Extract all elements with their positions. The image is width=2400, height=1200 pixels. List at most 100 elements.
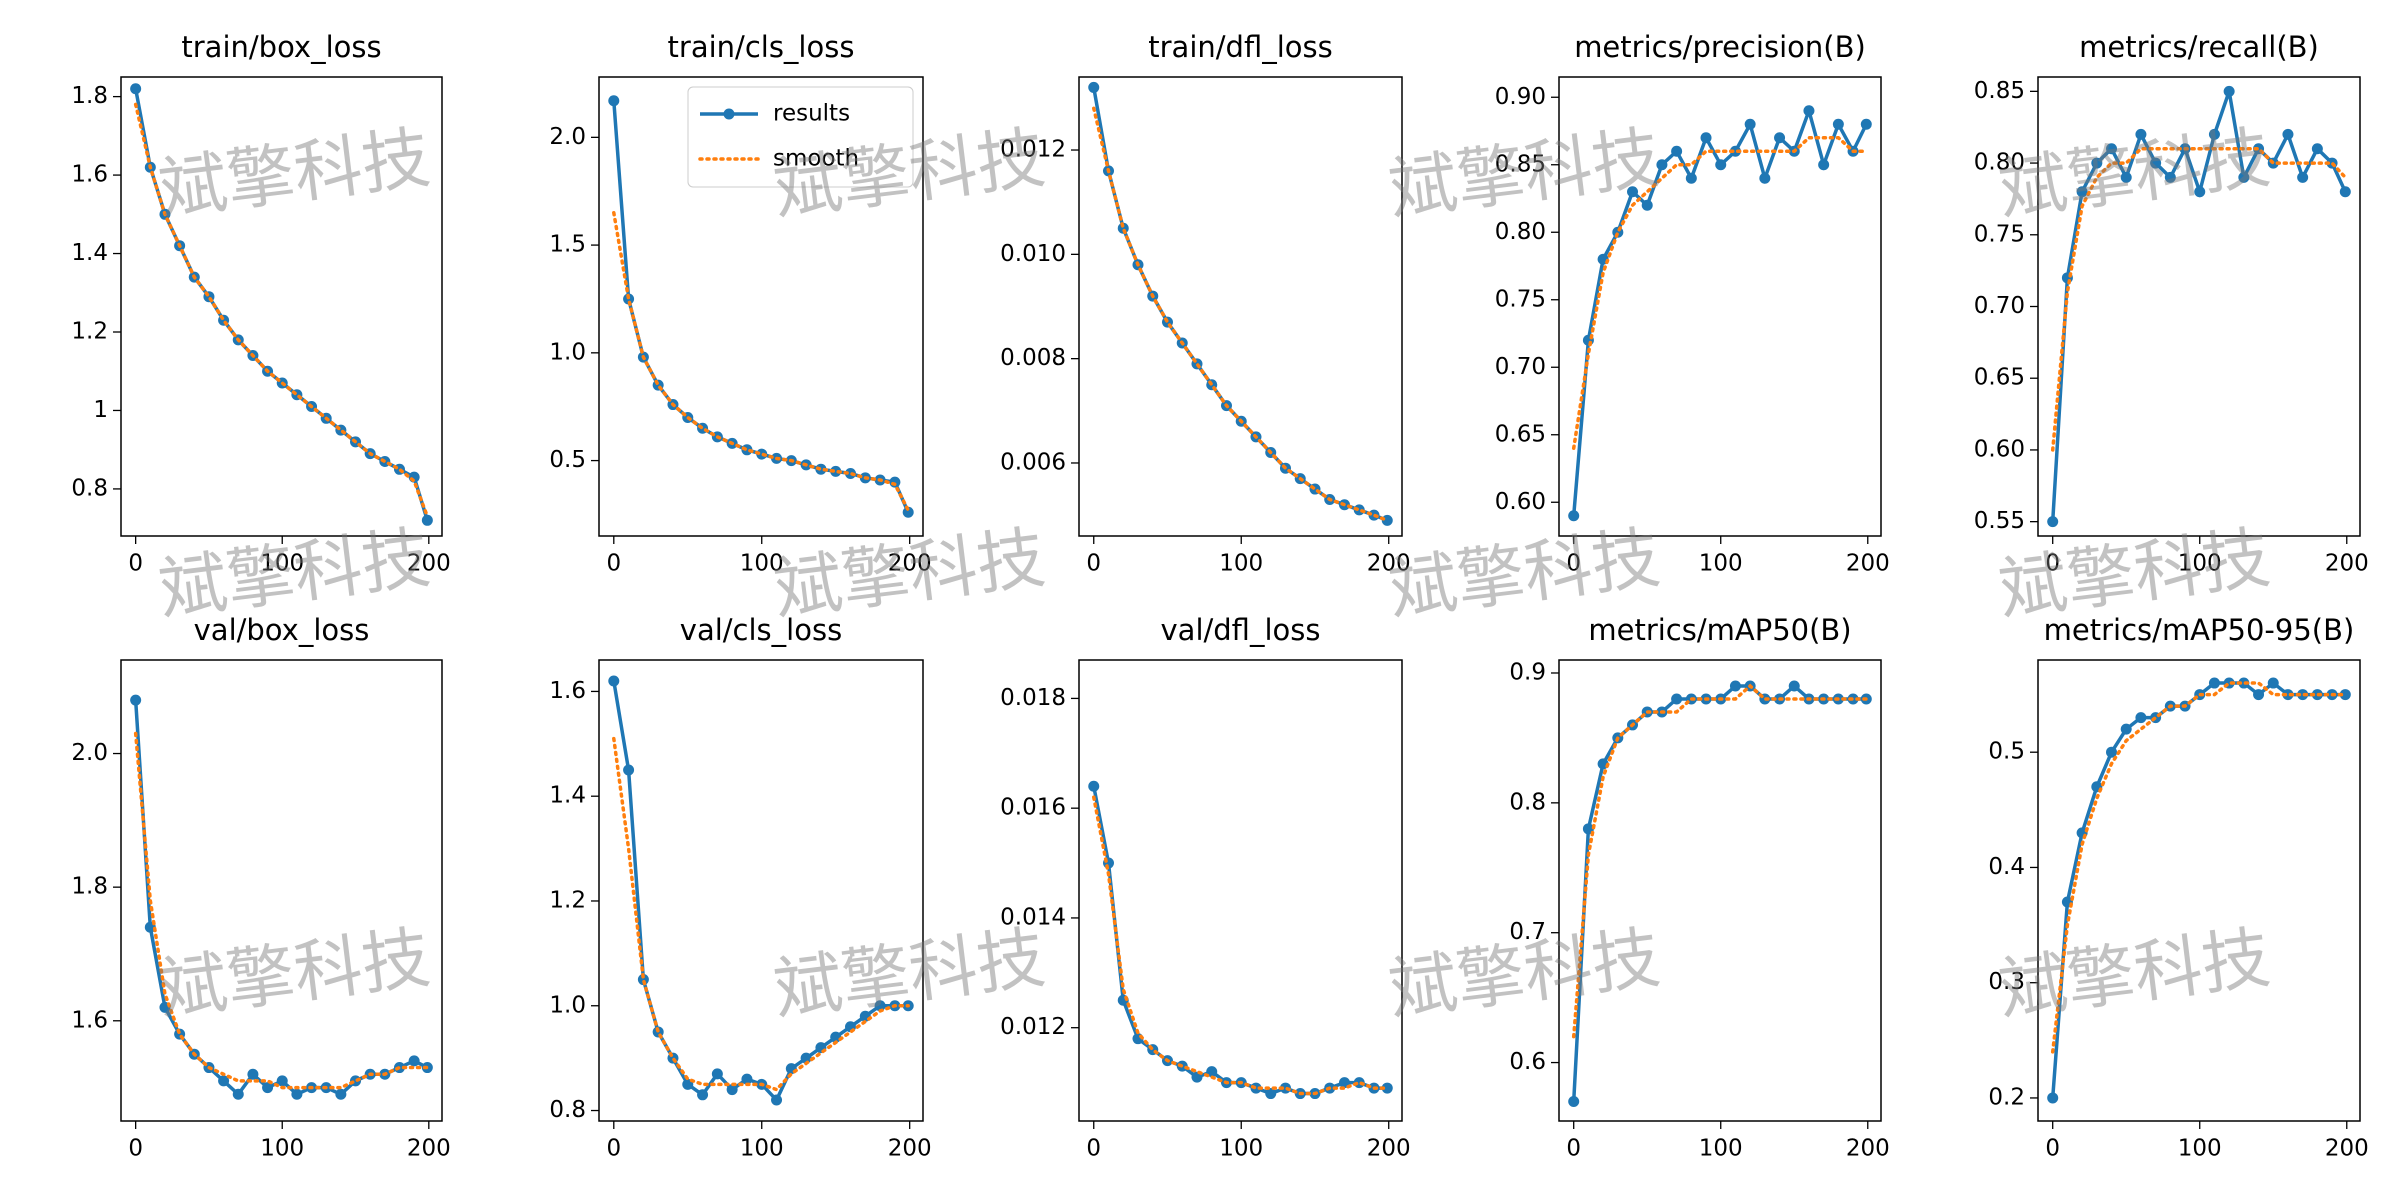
marker xyxy=(1803,105,1815,117)
x-tick-label: 100 xyxy=(1699,551,1743,577)
y-tick-label: 1.6 xyxy=(71,1007,108,1033)
marker xyxy=(2297,689,2309,701)
y-tick-label: 0.014 xyxy=(1000,904,1066,930)
marker xyxy=(2120,723,2132,735)
marker xyxy=(1788,680,1800,692)
marker xyxy=(2282,128,2294,140)
marker xyxy=(711,1068,723,1080)
subplot-title: metrics/recall(B) xyxy=(2079,30,2319,64)
marker xyxy=(1088,81,1100,93)
marker xyxy=(262,1082,274,1094)
marker xyxy=(2120,171,2132,183)
y-tick-label: 0.60 xyxy=(1495,489,1546,515)
results-line xyxy=(1571,683,1867,1102)
x-tick-label: 200 xyxy=(888,551,932,577)
marker xyxy=(130,83,142,95)
x-tick-label: 200 xyxy=(1846,551,1890,577)
y-tick-label: 0.016 xyxy=(1000,795,1066,821)
marker xyxy=(2282,689,2294,701)
marker xyxy=(291,1088,303,1100)
marker xyxy=(1700,132,1712,144)
subplot-title: metrics/precision(B) xyxy=(1574,30,1866,64)
y-tick-label: 0.8 xyxy=(1509,789,1546,815)
smooth-line xyxy=(612,736,910,1092)
marker xyxy=(2223,85,2235,97)
subplot-title: train/dfl_loss xyxy=(1148,30,1332,64)
smooth-line xyxy=(133,102,430,519)
y-tick-label: 2.0 xyxy=(71,740,108,766)
y-tick-label: 0.8 xyxy=(71,475,108,501)
y-tick-label: 0.010 xyxy=(1000,241,1066,267)
smooth-line xyxy=(612,211,910,512)
marker xyxy=(830,1031,842,1043)
y-tick-label: 0.85 xyxy=(1495,151,1546,177)
y-tick-label: 0.85 xyxy=(1974,78,2025,104)
marker xyxy=(1381,1082,1393,1094)
smooth-line xyxy=(2050,146,2348,452)
axes-frame xyxy=(120,659,443,1122)
y-tick-label: 1.0 xyxy=(549,992,586,1018)
y-tick-label: 0.2 xyxy=(1988,1084,2025,1110)
watermark: 斌擎科技 xyxy=(155,119,435,231)
axes-frame xyxy=(1558,76,1882,537)
marker xyxy=(232,1088,244,1100)
marker xyxy=(623,764,635,776)
y-tick-label: 0.65 xyxy=(1495,421,1546,447)
marker xyxy=(874,1000,886,1012)
x-tick-label: 0 xyxy=(1566,1136,1581,1162)
subplot: train/box_loss 0 100 200 0.8 1 1.2 1.4 1.6 1.8 xyxy=(71,30,450,577)
y-tick-label: 1.8 xyxy=(71,874,108,900)
results-line xyxy=(2050,680,2346,1099)
subplot: metrics/mAP50-95(B) 0 100 200 0.2 0.3 0.4 0.5 xyxy=(1988,613,2368,1162)
marker xyxy=(800,1052,812,1064)
marker xyxy=(1656,159,1668,171)
x-tick-label: 200 xyxy=(888,1136,932,1162)
marker xyxy=(2076,186,2088,198)
marker xyxy=(889,476,901,488)
marker xyxy=(1671,693,1683,705)
y-tick-label: 0.006 xyxy=(1000,449,1066,475)
marker xyxy=(2135,712,2147,724)
x-tick-label: 200 xyxy=(2325,551,2369,577)
x-tick-label: 0 xyxy=(128,1136,143,1162)
marker xyxy=(421,514,433,526)
axes-frame xyxy=(2037,76,2361,537)
subplot-title: train/cls_loss xyxy=(668,30,855,64)
x-tick-label: 200 xyxy=(2325,1136,2369,1162)
y-tick-label: 1.6 xyxy=(71,162,108,188)
x-tick-label: 100 xyxy=(740,1136,784,1162)
marker xyxy=(2297,171,2309,183)
watermark: 斌擎科技 xyxy=(1995,919,2275,1031)
marker xyxy=(2267,677,2279,689)
x-tick-label: 100 xyxy=(260,551,304,577)
marker xyxy=(2194,186,2206,198)
subplot-title: metrics/mAP50-95(B) xyxy=(2044,613,2355,647)
y-tick-label: 0.90 xyxy=(1495,84,1546,110)
y-tick-label: 0.4 xyxy=(1988,854,2025,880)
marker xyxy=(697,1089,709,1101)
y-tick-label: 0.75 xyxy=(1974,221,2025,247)
marker xyxy=(2106,143,2118,155)
marker xyxy=(2135,128,2147,140)
x-tick-label: 100 xyxy=(1219,1136,1263,1162)
results-line xyxy=(1092,785,1388,1096)
marker xyxy=(2150,157,2162,169)
subplot: val/cls_loss 0 100 200 0.8 1.0 1.2 1.4 1.6 xyxy=(549,613,931,1162)
subplot: metrics/mAP50(B) 0 100 200 0.6 0.7 0.8 0.9 xyxy=(1509,613,1889,1162)
subplot-title: metrics/mAP50(B) xyxy=(1588,613,1851,647)
marker xyxy=(726,1084,738,1096)
marker xyxy=(1744,118,1756,130)
marker xyxy=(335,1088,347,1100)
y-tick-label: 0.5 xyxy=(549,447,586,473)
y-tick-label: 0.55 xyxy=(1974,508,2025,534)
legend-marker xyxy=(723,108,735,120)
y-tick-label: 1.6 xyxy=(549,678,586,704)
marker xyxy=(830,465,842,477)
legend-label: results xyxy=(773,101,850,127)
marker xyxy=(130,694,142,706)
subplot-title: val/box_loss xyxy=(194,613,370,647)
x-tick-label: 100 xyxy=(1219,551,1263,577)
y-tick-label: 0.8 xyxy=(549,1097,586,1123)
y-tick-label: 0.008 xyxy=(1000,345,1066,371)
x-tick-label: 100 xyxy=(740,551,784,577)
